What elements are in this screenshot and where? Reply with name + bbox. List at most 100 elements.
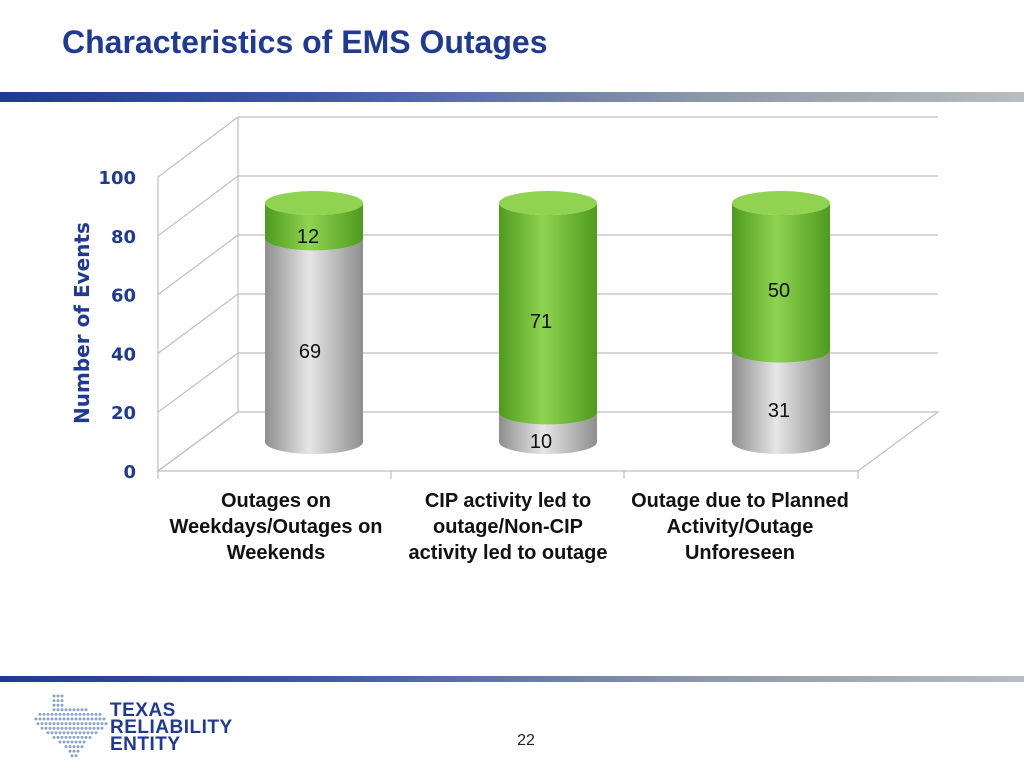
y-tick-label: 80 xyxy=(111,227,136,248)
y-tick-label: 40 xyxy=(111,344,136,365)
logo-dot xyxy=(80,745,84,749)
logo-dot xyxy=(74,731,78,735)
logo-dot xyxy=(44,726,48,730)
logo-dot xyxy=(68,745,72,749)
data-label-1-1: 69 xyxy=(299,341,321,363)
logo-dot xyxy=(84,722,88,726)
logo-dot xyxy=(70,731,74,735)
page-number: 22 xyxy=(517,732,535,749)
logo-text: TEXAS RELIABILITY ENTITY xyxy=(110,700,233,754)
logo-dot xyxy=(66,740,70,744)
bar-top-3 xyxy=(732,191,830,216)
logo-dot xyxy=(60,699,64,703)
logo-dot xyxy=(64,722,68,726)
logo-dot xyxy=(62,731,66,735)
bar-segment-3-1 xyxy=(732,350,830,454)
logo-dot xyxy=(98,712,102,716)
logo-dot xyxy=(74,712,78,716)
y-axis-label: Number of Events xyxy=(70,222,94,424)
logo-dot xyxy=(56,722,60,726)
logo-dot xyxy=(34,717,38,721)
logo-dot xyxy=(64,708,68,712)
logo-dot xyxy=(72,745,76,749)
logo-dot xyxy=(60,694,64,698)
logo-dot xyxy=(48,726,52,730)
logo-dot xyxy=(66,731,70,735)
logo-dot xyxy=(60,703,64,707)
logo-dot xyxy=(42,717,46,721)
logo-dot xyxy=(60,722,64,726)
logo-dot xyxy=(76,708,80,712)
logo-dot xyxy=(88,726,92,730)
logo-dot xyxy=(84,735,88,739)
bar-segment-3-2 xyxy=(732,203,830,363)
logo-dot xyxy=(66,712,70,716)
logo-dot xyxy=(94,712,98,716)
logo-dot xyxy=(72,726,76,730)
logo-dot xyxy=(94,731,98,735)
logo-dot xyxy=(74,717,78,721)
logo-dot xyxy=(88,735,92,739)
logo-dot xyxy=(54,717,58,721)
bar-top-1 xyxy=(265,191,363,216)
logo-dot xyxy=(80,722,84,726)
logo-dot xyxy=(104,722,108,726)
logo-dot xyxy=(72,722,76,726)
y-tick-label: 0 xyxy=(123,462,136,483)
title-divider xyxy=(0,92,1024,102)
logo-dot xyxy=(58,731,62,735)
logo-dot xyxy=(92,726,96,730)
logo-line-2: RELIABILITY xyxy=(110,717,233,738)
data-label-2-1: 10 xyxy=(530,431,552,453)
logo-dot xyxy=(102,717,106,721)
logo-dot xyxy=(56,694,60,698)
footer-divider xyxy=(0,676,1024,682)
logo-dot xyxy=(50,717,54,721)
logo-dot xyxy=(60,735,64,739)
logo-dot xyxy=(50,712,54,716)
logo-dot xyxy=(48,722,52,726)
logo-dot xyxy=(70,712,74,716)
logo-dot xyxy=(64,735,68,739)
logo-dot xyxy=(38,717,42,721)
logo-dot xyxy=(76,735,80,739)
side-gridline xyxy=(157,234,239,296)
logo-dot xyxy=(52,722,56,726)
logo-dot xyxy=(80,735,84,739)
logo-dot xyxy=(52,694,56,698)
logo-dot xyxy=(68,708,72,712)
side-gridline xyxy=(157,175,239,237)
logo-dot xyxy=(42,712,46,716)
logo-dot xyxy=(96,726,100,730)
logo-dot xyxy=(74,740,78,744)
data-label-3-2: 50 xyxy=(768,280,790,302)
logo-dot xyxy=(38,712,42,716)
logo-dot xyxy=(78,717,82,721)
logo-dot xyxy=(60,726,64,730)
category-label-3: Outage due to Planned Activity/Outage Un… xyxy=(631,490,849,564)
logo-dot xyxy=(80,708,84,712)
logo-dot xyxy=(56,708,60,712)
logo-dot xyxy=(72,735,76,739)
logo-dot xyxy=(44,722,48,726)
logo-dot xyxy=(86,717,90,721)
logo-dot xyxy=(76,749,80,753)
bar-top-2 xyxy=(499,191,597,216)
logo-dot xyxy=(56,699,60,703)
logo-dot xyxy=(62,740,66,744)
logo-dot xyxy=(70,717,74,721)
category-label-2: CIP activity led to outage/Non-CIP activ… xyxy=(408,490,608,564)
logo-dot xyxy=(64,726,68,730)
logo-line-1: TEXAS xyxy=(110,700,176,721)
logo-dot xyxy=(98,717,102,721)
y-tick-label: 100 xyxy=(98,168,136,189)
logo-dot xyxy=(56,735,60,739)
logo-dot xyxy=(68,726,72,730)
logo-dot xyxy=(88,722,92,726)
logo-dot xyxy=(96,722,100,726)
bars xyxy=(265,191,830,454)
logo-dot xyxy=(50,731,54,735)
logo-dot xyxy=(54,731,58,735)
logo-dot xyxy=(46,717,50,721)
stacked-cylinder-chart: 0 20 40 60 80 100 69 12 10 71 31 50 xyxy=(98,116,940,483)
